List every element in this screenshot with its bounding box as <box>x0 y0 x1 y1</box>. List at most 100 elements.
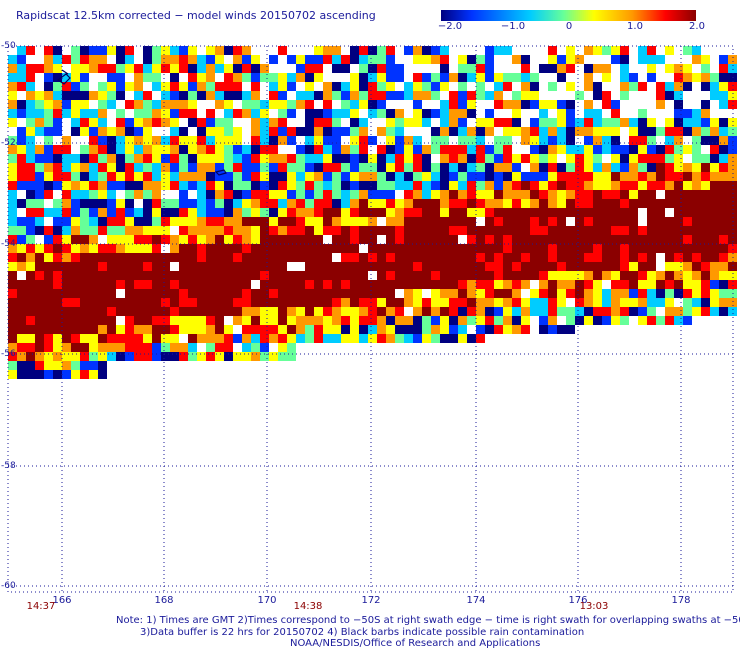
data-cell <box>431 235 440 244</box>
data-cell <box>143 172 152 181</box>
data-cell <box>719 253 728 262</box>
data-cell <box>269 262 278 271</box>
data-cell <box>467 226 476 235</box>
colorbar-tick: −1.0 <box>500 21 526 32</box>
data-cell <box>692 244 701 253</box>
data-cell <box>296 64 305 73</box>
data-cell <box>215 325 224 334</box>
data-cell <box>116 280 125 289</box>
data-cell <box>413 280 422 289</box>
data-cell <box>152 136 161 145</box>
data-cell <box>35 226 44 235</box>
data-cell <box>134 136 143 145</box>
data-cell <box>89 109 98 118</box>
data-cell <box>368 244 377 253</box>
data-cell <box>557 208 566 217</box>
data-cell <box>161 217 170 226</box>
data-cell <box>476 190 485 199</box>
data-cell <box>125 262 134 271</box>
data-cell <box>404 118 413 127</box>
data-cell <box>629 199 638 208</box>
data-cell <box>629 82 638 91</box>
data-cell <box>332 172 341 181</box>
data-cell <box>35 154 44 163</box>
data-cell <box>440 136 449 145</box>
data-cell <box>197 91 206 100</box>
data-cell <box>701 289 710 298</box>
data-cell <box>107 262 116 271</box>
data-cell <box>305 271 314 280</box>
data-cell <box>521 262 530 271</box>
data-cell <box>251 190 260 199</box>
data-cell <box>692 289 701 298</box>
data-cell <box>134 307 143 316</box>
data-cell <box>26 244 35 253</box>
data-cell <box>224 109 233 118</box>
data-cell <box>485 190 494 199</box>
data-cell <box>314 199 323 208</box>
data-cell <box>539 190 548 199</box>
data-cell <box>701 208 710 217</box>
data-cell <box>116 145 125 154</box>
data-cell <box>188 352 197 361</box>
data-cell <box>476 280 485 289</box>
data-cell <box>35 118 44 127</box>
data-cell <box>593 262 602 271</box>
data-cell <box>629 73 638 82</box>
data-cell <box>647 154 656 163</box>
data-cell <box>332 217 341 226</box>
data-cell <box>161 118 170 127</box>
data-cell <box>449 307 458 316</box>
data-cell <box>8 244 17 253</box>
data-cell <box>413 253 422 262</box>
data-cell <box>647 136 656 145</box>
data-cell <box>179 217 188 226</box>
data-cell <box>53 289 62 298</box>
data-cell <box>233 145 242 154</box>
data-cell <box>314 163 323 172</box>
data-cell <box>476 334 485 343</box>
data-cell <box>71 199 80 208</box>
data-cell <box>557 271 566 280</box>
data-cell <box>467 298 476 307</box>
data-cell <box>440 262 449 271</box>
data-cell <box>368 208 377 217</box>
data-cell <box>17 46 26 55</box>
data-cell <box>44 55 53 64</box>
data-cell <box>197 325 206 334</box>
data-cell <box>188 55 197 64</box>
data-cell <box>251 145 260 154</box>
data-cell <box>458 289 467 298</box>
data-cell <box>566 127 575 136</box>
data-cell <box>710 118 719 127</box>
data-cell <box>98 208 107 217</box>
data-cell <box>710 172 719 181</box>
data-cell <box>89 289 98 298</box>
data-cell <box>53 55 62 64</box>
data-cell <box>449 253 458 262</box>
data-cell <box>80 91 89 100</box>
data-cell <box>674 109 683 118</box>
data-cell <box>44 163 53 172</box>
data-cell <box>710 145 719 154</box>
data-cell <box>269 334 278 343</box>
data-cell <box>629 136 638 145</box>
data-cell <box>422 226 431 235</box>
data-cell <box>224 343 233 352</box>
data-cell <box>188 262 197 271</box>
data-cell <box>26 352 35 361</box>
data-cell <box>251 208 260 217</box>
data-cell <box>485 289 494 298</box>
data-cell <box>683 280 692 289</box>
data-cell <box>440 145 449 154</box>
data-cell <box>287 163 296 172</box>
data-cell <box>521 244 530 253</box>
data-cell <box>89 307 98 316</box>
data-cell <box>593 145 602 154</box>
data-cell <box>359 208 368 217</box>
data-cell <box>224 64 233 73</box>
data-cell <box>278 325 287 334</box>
data-cell <box>566 325 575 334</box>
data-cell <box>323 262 332 271</box>
data-cell <box>287 271 296 280</box>
